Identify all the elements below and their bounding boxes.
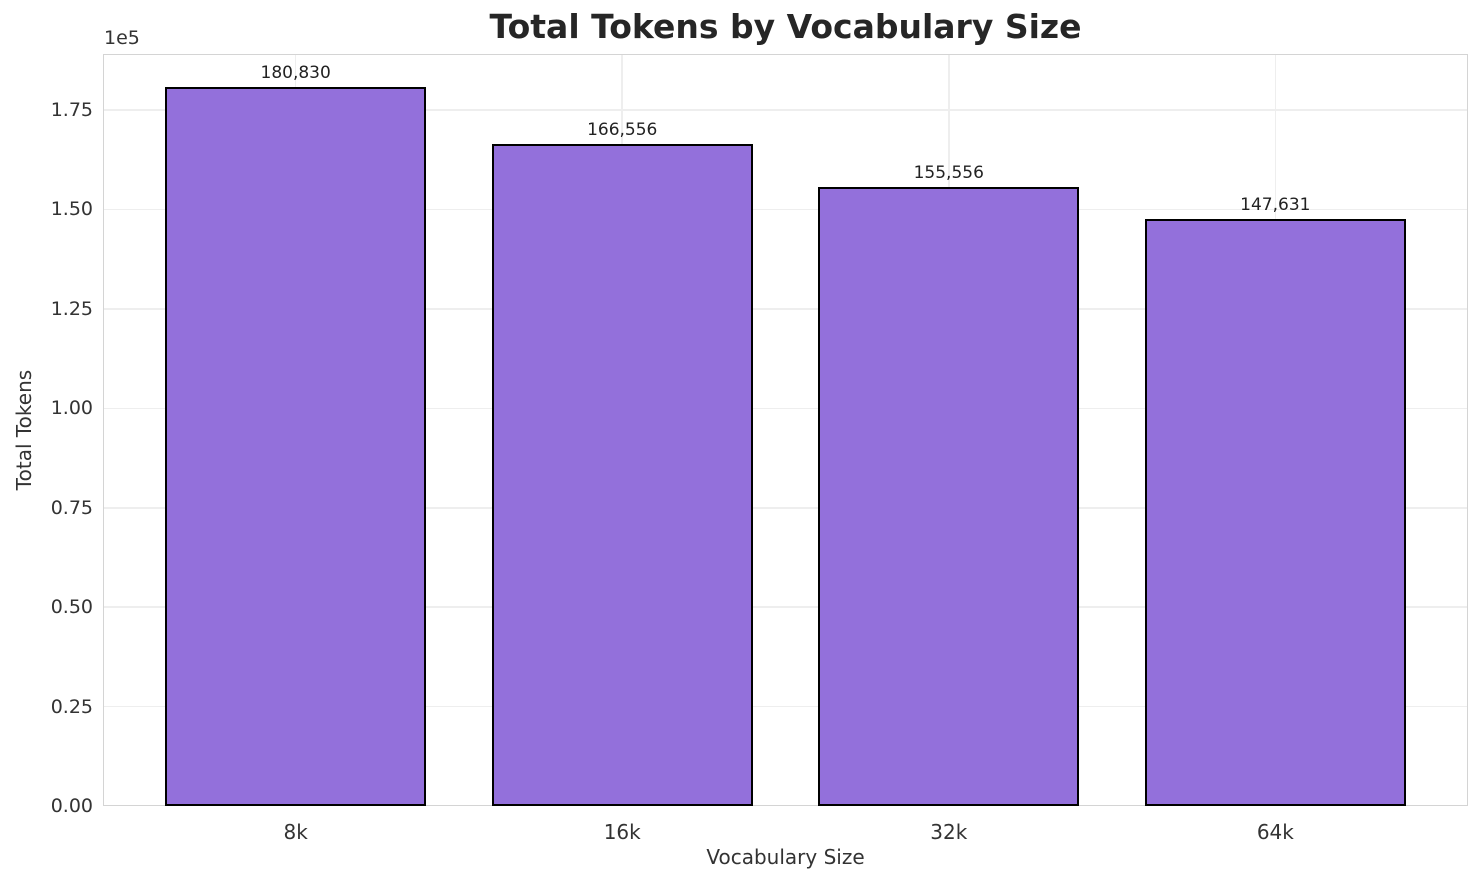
plot-area: 180,830 166,556 155,556 147,631 — [103, 54, 1468, 806]
x-tick-label-32k: 32k — [930, 820, 968, 844]
y-gridline — [103, 507, 1468, 509]
chart-title: Total Tokens by Vocabulary Size — [489, 7, 1082, 46]
y-tick-label: 1.00 — [50, 397, 93, 420]
y-gridline — [103, 705, 1468, 708]
y-tick-label: 0.50 — [50, 596, 93, 619]
y-axis-offset-text: 1e5 — [104, 27, 140, 49]
x-tick-label-8k: 8k — [283, 820, 308, 844]
bar-64k — [1144, 218, 1406, 806]
bar-32k — [818, 187, 1080, 806]
y-gridline — [103, 208, 1468, 211]
y-tick-label: 0.25 — [50, 695, 93, 718]
bar-value-label-64k: 147,631 — [1240, 194, 1311, 215]
bar-value-label-16k: 166,556 — [587, 119, 658, 140]
y-gridline — [103, 606, 1468, 608]
bar-value-label-32k: 155,556 — [913, 163, 984, 184]
y-gridline — [103, 109, 1468, 111]
y-tick-label: 0.75 — [50, 496, 93, 519]
x-tick-label-16k: 16k — [603, 820, 641, 844]
bar-8k — [165, 86, 427, 806]
y-axis-label: Total Tokens — [12, 369, 36, 491]
bar-value-label-8k: 180,830 — [260, 62, 331, 83]
y-tick-label: 1.75 — [50, 99, 93, 122]
x-tick-label-64k: 64k — [1256, 820, 1294, 844]
y-gridline — [103, 308, 1468, 310]
bar-16k — [491, 143, 753, 806]
y-tick-label: 1.25 — [50, 297, 93, 320]
y-tick-label: 1.50 — [50, 198, 93, 221]
x-axis-label: Vocabulary Size — [706, 845, 865, 869]
y-tick-label: 0.00 — [50, 795, 93, 817]
y-gridline — [103, 407, 1468, 410]
